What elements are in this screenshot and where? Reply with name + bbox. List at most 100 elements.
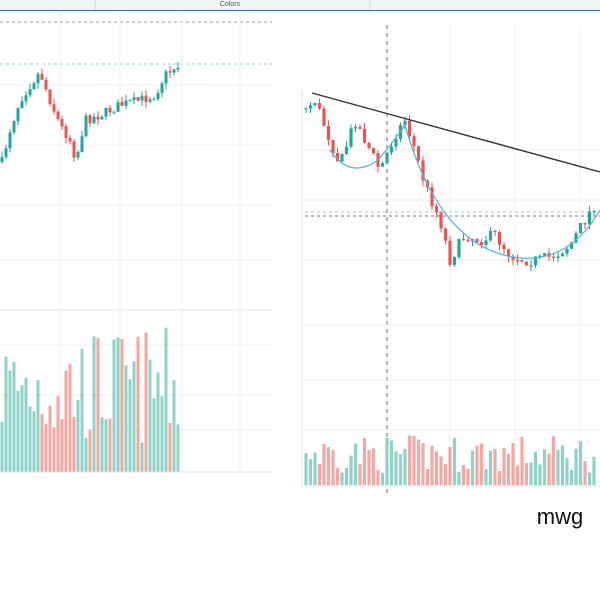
volume-bar bbox=[520, 436, 524, 485]
toolbar bbox=[0, 0, 600, 10]
candle-body bbox=[538, 255, 542, 257]
candle-body bbox=[317, 103, 322, 109]
volume-bar bbox=[353, 443, 358, 485]
candle-body bbox=[116, 102, 120, 112]
volume-bar bbox=[52, 427, 56, 472]
volume-bar bbox=[140, 442, 144, 472]
candle-body bbox=[587, 211, 592, 225]
candle-body bbox=[493, 231, 497, 233]
candle-body bbox=[551, 256, 556, 258]
candle-body bbox=[367, 142, 371, 149]
candle-body bbox=[140, 95, 144, 101]
volume-bar bbox=[484, 469, 488, 485]
volume-bar bbox=[40, 414, 44, 472]
volume-bar bbox=[371, 448, 376, 485]
volume-bar bbox=[430, 445, 434, 485]
volume-bar bbox=[132, 361, 136, 472]
candle-body bbox=[48, 89, 52, 105]
volume-bar bbox=[4, 356, 8, 472]
volume-bar bbox=[308, 459, 313, 485]
volume-bar bbox=[156, 372, 160, 472]
candle-body bbox=[475, 239, 479, 243]
candle-body bbox=[0, 157, 4, 162]
volume-bar bbox=[565, 458, 569, 485]
candle-body bbox=[412, 136, 416, 147]
candle-body bbox=[16, 107, 20, 122]
volume-bar bbox=[407, 435, 412, 485]
volume-bar bbox=[8, 370, 12, 472]
candle-body bbox=[136, 97, 140, 101]
candle-body bbox=[128, 100, 132, 102]
volume-bar bbox=[100, 417, 104, 472]
candle-body bbox=[176, 67, 180, 70]
volume-bar bbox=[120, 338, 124, 472]
volume-bar bbox=[515, 465, 520, 485]
volume-bar bbox=[439, 456, 443, 485]
candle-body bbox=[326, 125, 331, 140]
volume-bar bbox=[12, 362, 16, 472]
volume-bar bbox=[152, 398, 156, 472]
candle-body bbox=[389, 146, 394, 153]
volume-bar bbox=[524, 463, 529, 485]
candle-body bbox=[421, 160, 425, 181]
volume-bar bbox=[172, 380, 176, 472]
volume-bar bbox=[331, 450, 335, 485]
volume-bar bbox=[104, 419, 108, 472]
volume-bar bbox=[587, 472, 592, 485]
volume-bar bbox=[56, 396, 60, 472]
volume-bar bbox=[72, 416, 76, 472]
volume-bar bbox=[376, 470, 380, 485]
volume-bar bbox=[68, 364, 72, 472]
candle-body bbox=[385, 152, 389, 164]
candle-body bbox=[96, 116, 100, 120]
candle-body bbox=[574, 233, 578, 243]
volume-bar bbox=[475, 445, 479, 485]
volume-bar bbox=[511, 442, 515, 485]
candle-body bbox=[448, 240, 452, 265]
candle-body bbox=[497, 232, 502, 245]
candle-body bbox=[80, 136, 84, 152]
volume-bar bbox=[304, 453, 308, 485]
candle-body bbox=[112, 111, 116, 113]
volume-bar bbox=[36, 380, 40, 472]
volume-bar bbox=[84, 437, 88, 472]
volume-bar bbox=[394, 451, 398, 485]
volume-bar bbox=[425, 469, 430, 485]
volume-bar bbox=[128, 379, 132, 472]
candle-body bbox=[76, 151, 80, 158]
volume-bar bbox=[64, 370, 68, 472]
volume-bar bbox=[148, 359, 152, 472]
volume-bar bbox=[160, 396, 164, 472]
volume-bar bbox=[48, 405, 52, 472]
candle-body bbox=[416, 146, 421, 161]
candle-body bbox=[362, 128, 367, 143]
volume-bar bbox=[533, 451, 538, 485]
candle-body bbox=[64, 126, 68, 139]
volume-bar bbox=[542, 449, 547, 485]
volume-bar bbox=[434, 451, 439, 485]
volume-bar bbox=[108, 418, 112, 472]
volume-bar bbox=[529, 462, 533, 485]
volume-bar bbox=[569, 469, 574, 485]
candle-body bbox=[144, 95, 148, 102]
candle-body bbox=[565, 248, 569, 254]
candle-body bbox=[148, 99, 152, 102]
volume-bar bbox=[124, 365, 128, 472]
volume-bar bbox=[461, 464, 466, 485]
volume-bar bbox=[322, 443, 326, 485]
volume-bar bbox=[493, 449, 497, 485]
volume-bar bbox=[583, 460, 587, 485]
candle-body bbox=[28, 89, 32, 96]
toolbar-label[interactable]: Colors bbox=[220, 1, 241, 8]
candle-body bbox=[40, 73, 44, 80]
volume-bar bbox=[479, 443, 484, 485]
candle-body bbox=[84, 115, 88, 137]
volume-bar bbox=[452, 438, 457, 485]
candle-body bbox=[452, 257, 457, 265]
caption: mwg bbox=[537, 504, 583, 529]
volume-bar bbox=[412, 435, 416, 485]
candle-body bbox=[353, 126, 358, 129]
volume-bar bbox=[574, 448, 578, 485]
candle-body bbox=[569, 242, 574, 249]
candle-body bbox=[461, 239, 466, 241]
